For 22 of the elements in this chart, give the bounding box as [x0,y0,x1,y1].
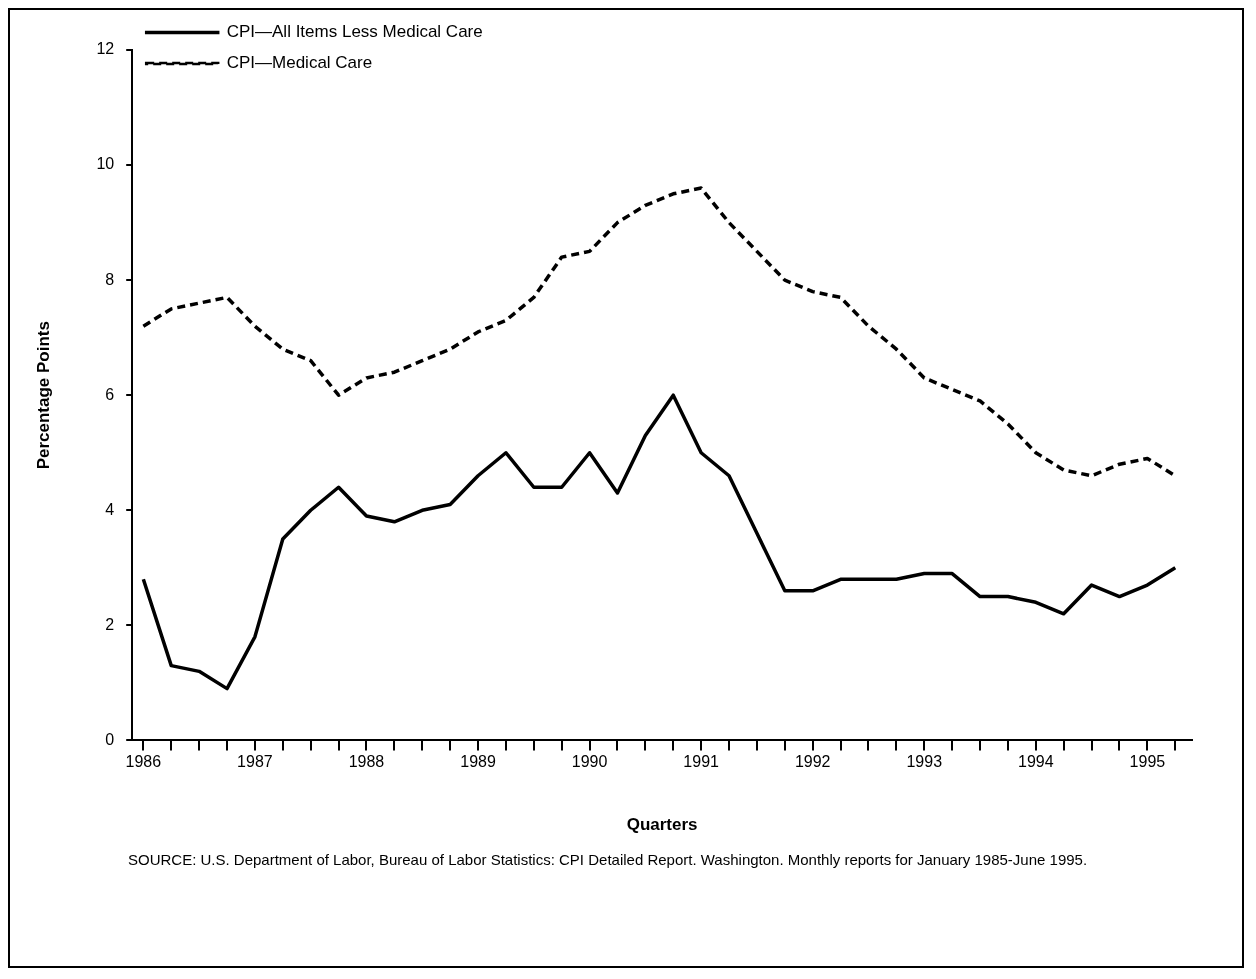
y-tick-label: 12 [96,40,115,58]
legend-label: CPI—Medical Care [226,53,373,73]
x-tick-label: 1993 [906,753,943,771]
x-tick-label: 1994 [1018,753,1054,771]
y-tick-label: 0 [105,730,115,748]
x-axis-title: Quarters [626,815,698,835]
y-tick-label: 6 [105,385,115,403]
x-tick-label: 1992 [794,753,831,771]
x-tick-label: 1991 [683,753,720,771]
y-tick-label: 2 [105,615,115,633]
y-axis-title: Percentage Points [33,321,53,470]
x-tick-label: 1989 [460,753,496,771]
source-note: SOURCE: U.S. Department of Labor, Bureau of Labor Statistics: CPI Detailed Report. Washington. Monthly reports for January 1985-June 1995. [128,850,1089,869]
x-tick-label: 1990 [571,753,608,771]
x-tick-label: 1988 [348,753,385,771]
x-tick-label: 1986 [125,753,162,771]
y-tick-label: 10 [96,155,115,173]
x-tick-label: 1987 [237,753,273,771]
x-tick-label: 1995 [1129,753,1166,771]
y-tick-label: 4 [105,500,115,518]
legend-label: CPI—All Items Less Medical Care [226,22,483,42]
y-tick-label: 8 [105,270,115,288]
